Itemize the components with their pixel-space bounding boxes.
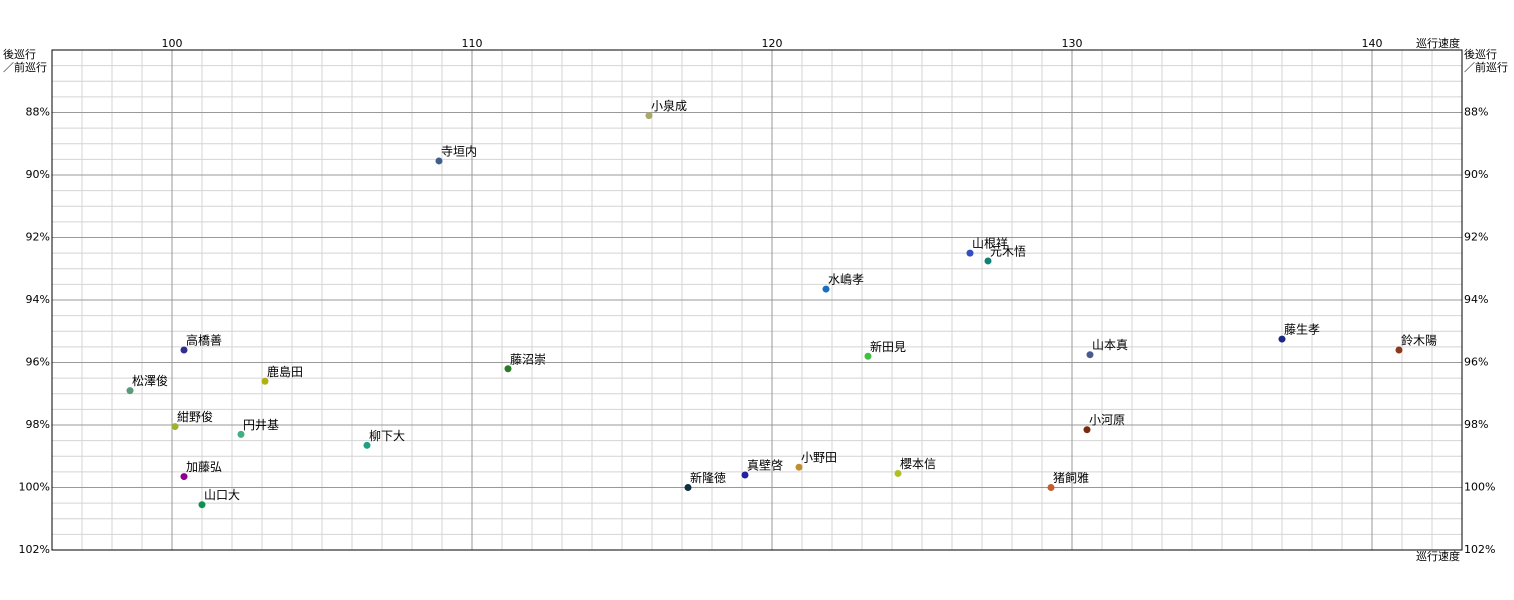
point-label: 新隆徳 — [690, 470, 726, 485]
point — [1083, 426, 1091, 434]
point — [645, 112, 653, 120]
point — [684, 484, 692, 491]
point-label: 紺野俊 — [177, 409, 213, 424]
point — [171, 423, 179, 431]
y-tick-label: 98% — [1464, 418, 1488, 431]
x-tick-label: 100 — [162, 37, 183, 50]
point — [504, 365, 512, 373]
point — [1047, 484, 1055, 491]
point — [795, 463, 803, 471]
x-tick-label: 110 — [462, 37, 483, 50]
x-axis-label: 巡行速度 — [1416, 549, 1460, 563]
point-label: 新田見 — [870, 339, 906, 354]
y-axis-label: 後巡行 — [3, 47, 36, 61]
y-tick-label: 92% — [1464, 231, 1488, 244]
point — [966, 249, 974, 257]
point — [984, 257, 992, 265]
point — [741, 471, 749, 479]
point-label: 小泉成 — [651, 99, 687, 113]
point — [864, 352, 872, 360]
point-label: 水嶋孝 — [828, 273, 864, 287]
plot-frame — [51, 49, 1463, 551]
y-tick-label: 100% — [19, 481, 50, 494]
point-label: 寺垣内 — [441, 144, 477, 158]
y-tick-label: 90% — [1464, 168, 1488, 181]
point — [435, 157, 443, 165]
y-tick-label: 94% — [26, 293, 50, 306]
point — [237, 430, 245, 438]
point — [261, 377, 269, 385]
point-label: 高橋善 — [186, 333, 222, 348]
point — [126, 387, 134, 395]
point — [363, 441, 371, 449]
point-label: 猪飼雅 — [1053, 470, 1089, 485]
y-tick-label: 100% — [1464, 481, 1495, 494]
x-tick-label: 130 — [1062, 37, 1083, 50]
point-label: 真壁啓 — [747, 458, 783, 473]
y-tick-label: 88% — [1464, 106, 1488, 119]
point — [1086, 351, 1094, 359]
point-label: 小河原 — [1089, 413, 1125, 427]
point — [180, 346, 188, 354]
y-tick-label: 96% — [26, 356, 50, 369]
point — [1395, 346, 1403, 354]
y-tick-label: 102% — [19, 543, 50, 556]
y-tick-label: 102% — [1464, 543, 1495, 556]
point-label: 藤生孝 — [1284, 323, 1320, 337]
y-axis-label: ／前巡行 — [3, 60, 47, 74]
point — [180, 473, 188, 481]
y-axis-label: 後巡行 — [1464, 47, 1497, 61]
y-tick-label: 94% — [1464, 293, 1488, 306]
point-label: 加藤弘 — [186, 460, 222, 474]
y-tick-label: 96% — [1464, 356, 1488, 369]
point-label: 柳下大 — [369, 429, 405, 443]
y-tick-label: 88% — [26, 106, 50, 119]
point — [822, 285, 830, 293]
point — [198, 501, 206, 509]
point-label: 鹿島田 — [267, 364, 303, 379]
point-label: 山本真 — [1092, 338, 1128, 352]
point-label: 櫻本信 — [900, 456, 936, 471]
point-label: 鈴木陽 — [1401, 333, 1437, 348]
point-label: 松澤俊 — [132, 373, 168, 388]
y-tick-label: 90% — [26, 168, 50, 181]
point-label: 山根祥 — [972, 237, 1008, 251]
point — [894, 469, 902, 477]
point — [1278, 335, 1286, 343]
x-axis-label: 巡行速度 — [1416, 36, 1460, 50]
point-label: 山口大 — [204, 488, 240, 502]
point-label: 小野田 — [801, 451, 837, 465]
point-label: 元木悟 — [990, 243, 1026, 258]
y-tick-label: 92% — [26, 231, 50, 244]
x-tick-label: 120 — [762, 37, 783, 50]
y-axis-label: ／前巡行 — [1464, 60, 1508, 74]
point-label: 藤沼崇 — [510, 352, 546, 366]
y-tick-label: 98% — [26, 418, 50, 431]
point-label: 円井基 — [243, 418, 279, 432]
x-tick-label: 140 — [1362, 37, 1383, 50]
